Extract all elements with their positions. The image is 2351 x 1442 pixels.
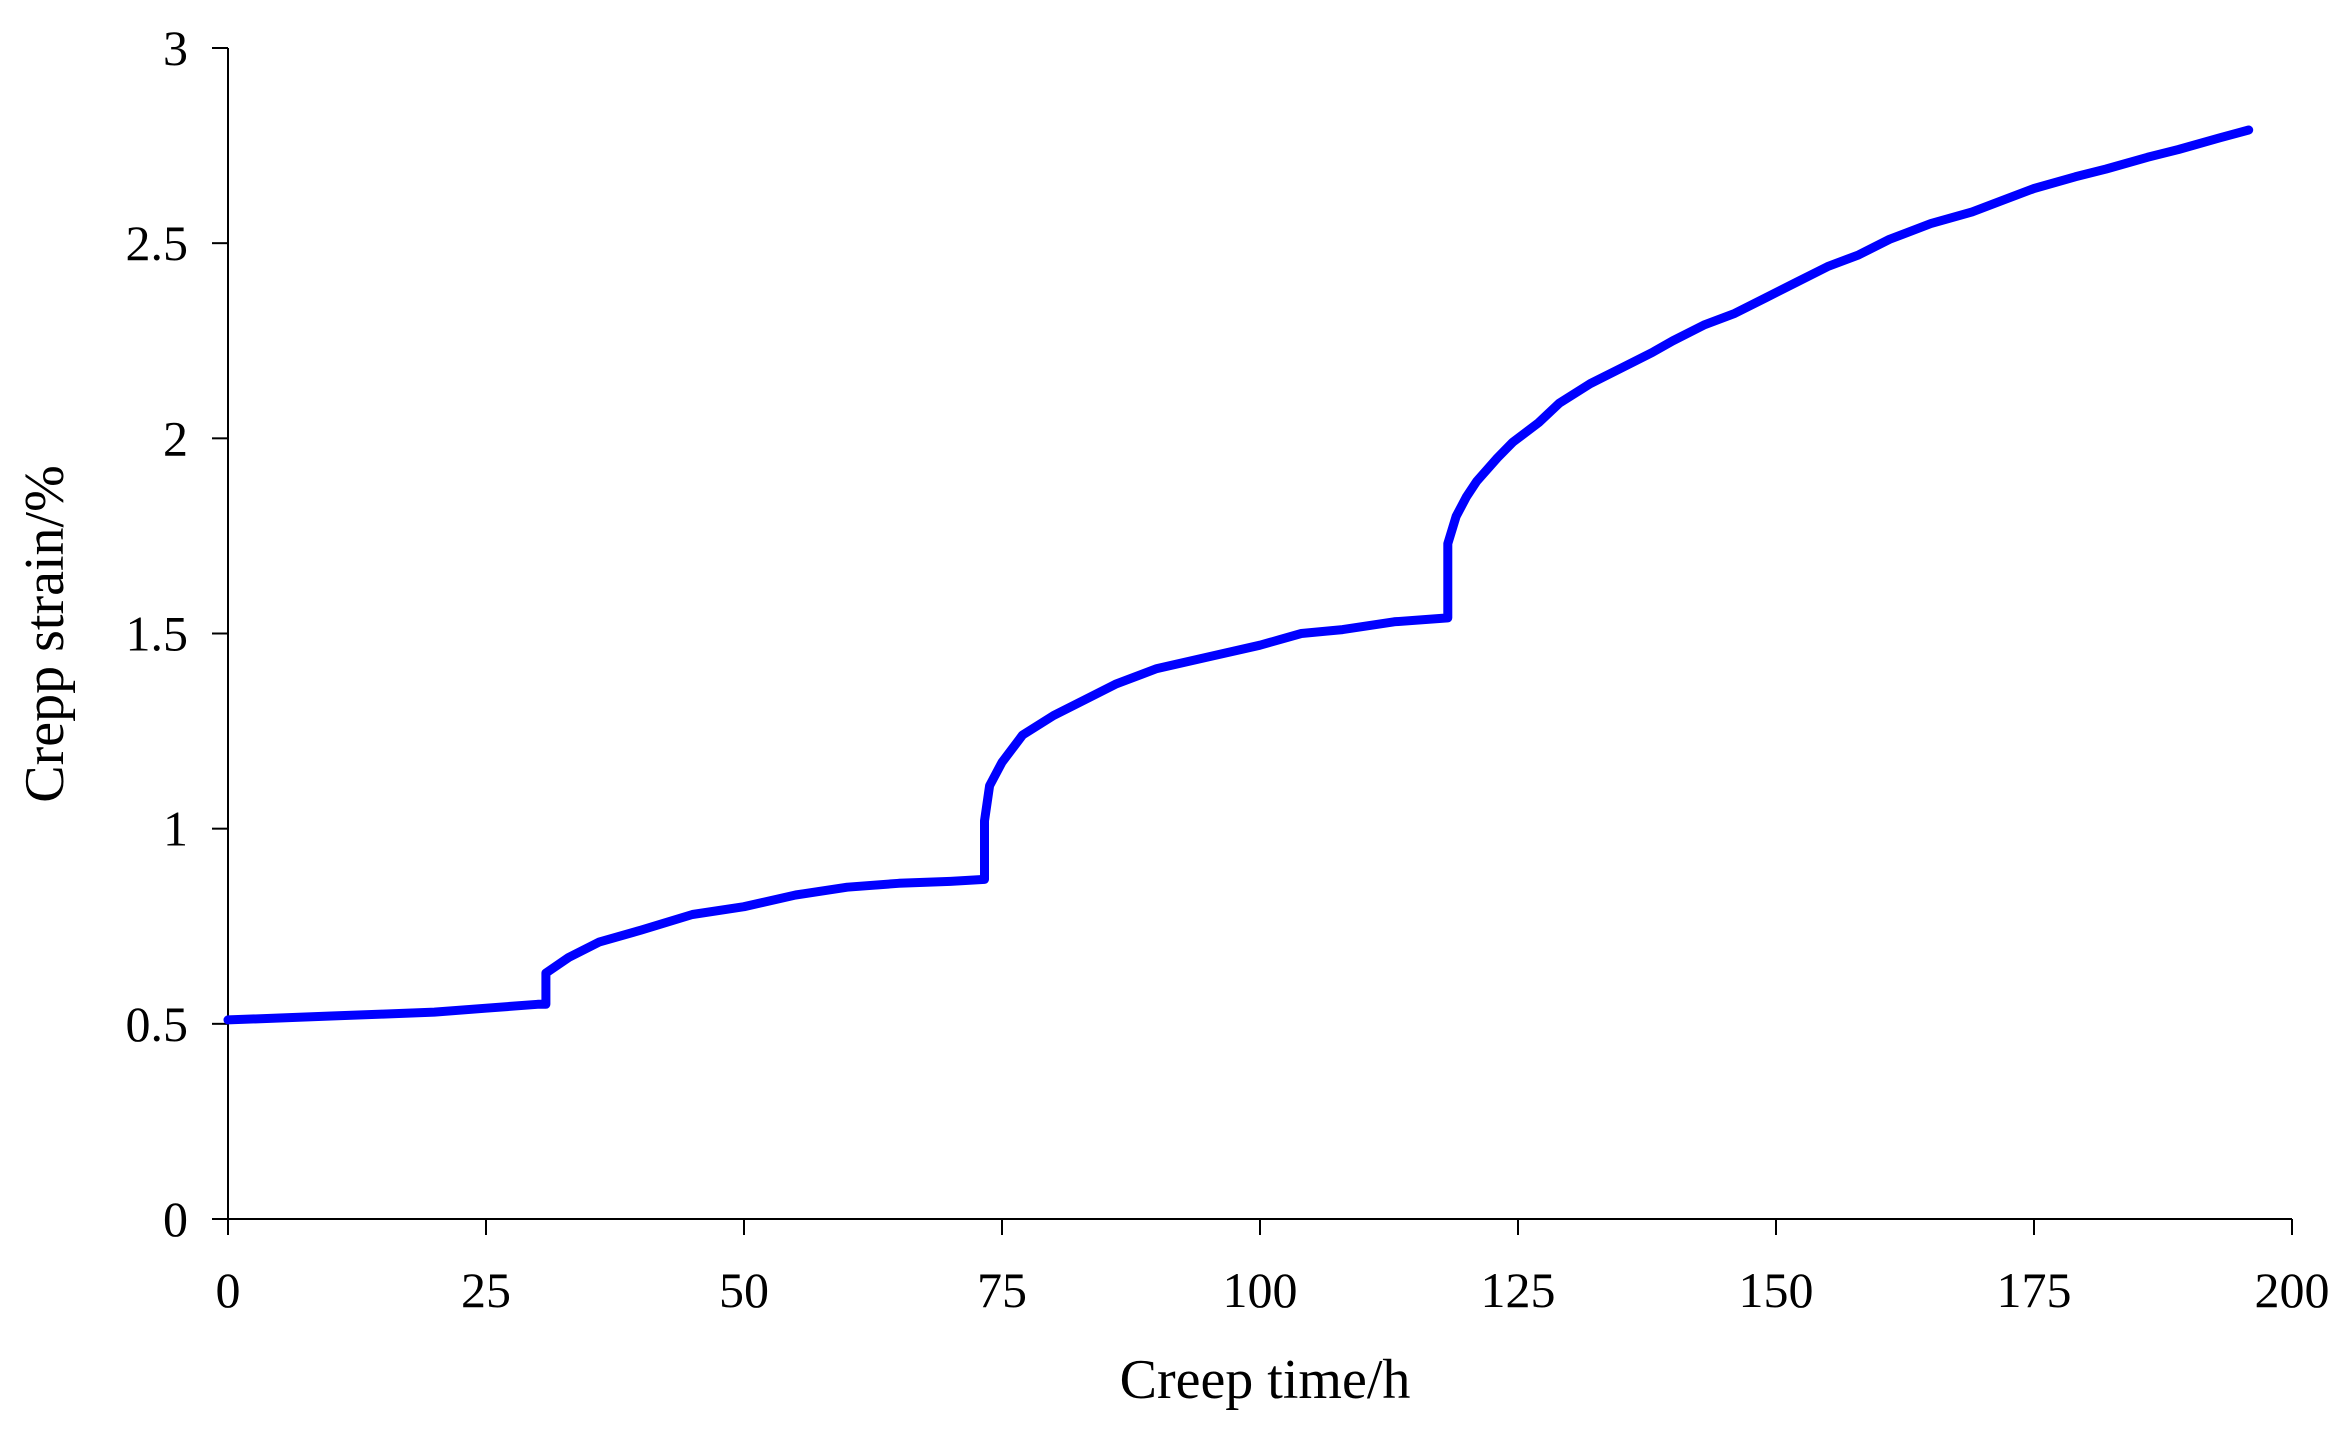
y-tick-label-3: 1.5 (126, 606, 189, 662)
x-tick-label-0: 0 (216, 1262, 241, 1318)
y-tick-label-5: 2.5 (126, 215, 189, 271)
y-tick-label-2: 1 (163, 801, 188, 857)
x-tick-label-4: 100 (1223, 1262, 1298, 1318)
x-tick-label-7: 175 (1997, 1262, 2072, 1318)
x-tick-label-8: 200 (2255, 1262, 2330, 1318)
y-tick-label-6: 3 (163, 20, 188, 76)
x-tick-label-3: 75 (977, 1262, 1027, 1318)
y-tick-label-0: 0 (163, 1191, 188, 1247)
y-axis-title: Crepp strain/% (14, 465, 76, 802)
x-tick-label-1: 25 (461, 1262, 511, 1318)
x-axis-title: Creep time/h (1120, 1349, 1411, 1411)
y-tick-label-4: 2 (163, 410, 188, 466)
labels-layer: Creep time/h Crepp strain/% (14, 465, 1410, 1411)
y-tick-label-1: 0.5 (126, 996, 189, 1052)
x-tick-label-6: 150 (1739, 1262, 1814, 1318)
axes-layer: 0 0.5 1 1.5 2 2.5 3 0 25 50 75 100 125 150 175 200 (126, 20, 2330, 1318)
x-tick-label-5: 125 (1481, 1262, 1556, 1318)
series-layer (223, 125, 2254, 1025)
x-tick-label-2: 50 (719, 1262, 769, 1318)
series-line-0 (223, 125, 2254, 1025)
